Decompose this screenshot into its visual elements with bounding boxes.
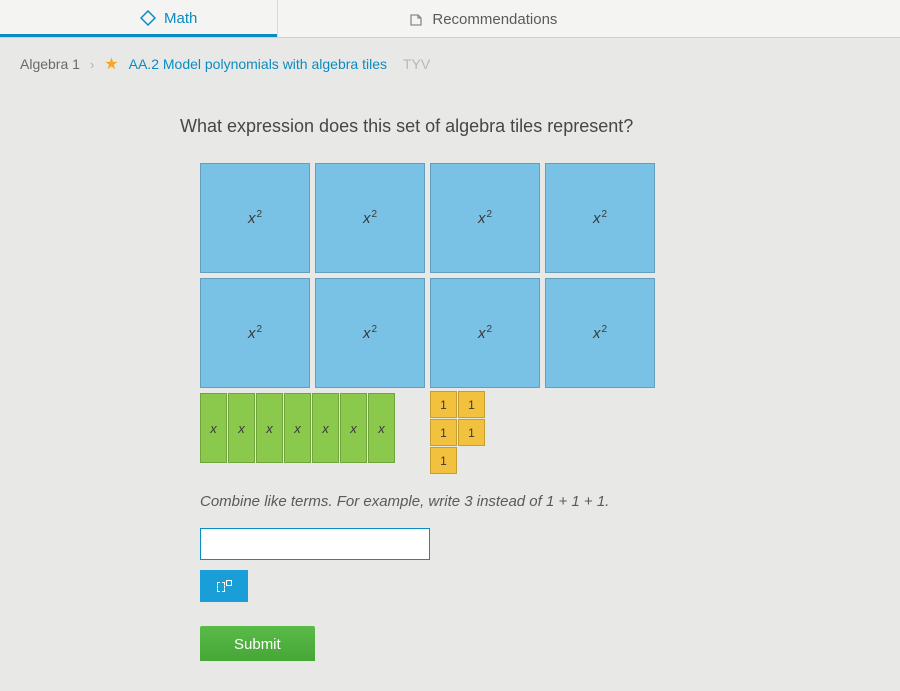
tile-unit: 1 bbox=[430, 447, 457, 474]
tile-unit: 1 bbox=[430, 419, 457, 446]
tab-recommendations[interactable]: Recommendations bbox=[278, 0, 637, 37]
tile-x: x bbox=[200, 393, 227, 463]
tile-unit: 1 bbox=[458, 391, 485, 418]
tile-x-squared: x2 bbox=[430, 278, 540, 388]
tile-x-squared: x2 bbox=[315, 278, 425, 388]
content: What expression does this set of algebra… bbox=[0, 86, 900, 661]
tile-x-squared: x2 bbox=[545, 278, 655, 388]
breadcrumb-skill[interactable]: AA.2 Model polynomials with algebra tile… bbox=[129, 56, 387, 72]
tile-unit: 1 bbox=[430, 391, 457, 418]
hint-text: Combine like terms. For example, write 3… bbox=[200, 493, 900, 510]
breadcrumb-code: TYV bbox=[403, 56, 430, 72]
tile-x: x bbox=[228, 393, 255, 463]
chevron-right-icon: › bbox=[90, 57, 94, 72]
tile-x-squared: x2 bbox=[545, 163, 655, 273]
top-nav: Math Recommendations bbox=[0, 0, 900, 38]
tile-unit: 1 bbox=[458, 419, 485, 446]
tile-x-squared: x2 bbox=[200, 278, 310, 388]
question-text: What expression does this set of algebra… bbox=[180, 116, 900, 137]
tile-x: x bbox=[312, 393, 339, 463]
submit-button[interactable]: Submit bbox=[200, 626, 315, 661]
algebra-tiles: x2x2x2x2x2x2x2x2xxxxxxx11111 bbox=[200, 163, 760, 473]
answer-input[interactable] bbox=[200, 528, 430, 560]
tab-math-label: Math bbox=[164, 10, 197, 27]
breadcrumb-course[interactable]: Algebra 1 bbox=[20, 56, 80, 72]
math-icon bbox=[140, 10, 156, 26]
recommendations-icon bbox=[408, 12, 424, 28]
exponent-icon bbox=[217, 580, 232, 592]
tab-recommendations-label: Recommendations bbox=[432, 11, 557, 28]
tile-x-squared: x2 bbox=[430, 163, 540, 273]
tile-x: x bbox=[340, 393, 367, 463]
tile-x: x bbox=[256, 393, 283, 463]
math-keypad-button[interactable] bbox=[200, 570, 248, 602]
breadcrumb: Algebra 1 › ★ AA.2 Model polynomials wit… bbox=[0, 38, 900, 86]
star-icon[interactable]: ★ bbox=[104, 54, 118, 74]
tab-math[interactable]: Math bbox=[0, 0, 277, 37]
tile-x: x bbox=[368, 393, 395, 463]
tile-x-squared: x2 bbox=[315, 163, 425, 273]
tile-x-squared: x2 bbox=[200, 163, 310, 273]
tile-x: x bbox=[284, 393, 311, 463]
